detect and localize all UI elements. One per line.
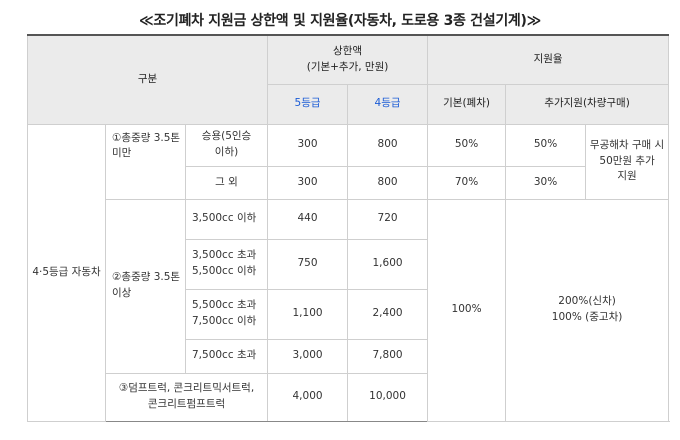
extra-rate-value: 30% — [505, 165, 587, 200]
table-row: ②총중량 3.5톤 이상 3,500cc 이하 440 720 100% 200… — [28, 198, 670, 422]
table-row: 그 외 300 800 70% 30% — [28, 165, 669, 200]
row-label: 3,500cc 이하 — [184, 198, 269, 240]
header-row-1: 구분 상한액 (기본+추가, 만원) 지원율 — [26, 34, 670, 125]
extra-rate-value: 50% — [505, 123, 587, 167]
special-vehicle-label: ③덤프트럭, 콘크리트믹서트럭, 콘크리트펌프트럭 — [104, 372, 269, 422]
grade4-header: 4등급 — [347, 83, 429, 125]
table-row: 4·5등급 자동차 ①총중량 3.5톤 미만 승용(5인승 이하) 300 80… — [27, 123, 670, 422]
rate-header: 지원율 — [427, 34, 670, 85]
base-rate-value: 100% — [427, 198, 507, 422]
grade5-header: 5등급 — [267, 83, 349, 125]
row-label: 5,500cc 초과 7,500cc 이하 — [184, 288, 269, 340]
row-label: 7,500cc 초과 — [184, 338, 269, 374]
page-title: ≪조기폐차 지원금 상한액 및 지원율(자동차, 도로용 3종 건설기계)≫ — [139, 13, 541, 29]
grade4-value: 800 — [347, 123, 429, 167]
row-label: 3,500cc 초과 5,500cc 이하 — [184, 238, 269, 290]
base-rate-value: 70% — [427, 165, 507, 200]
grade4-value: 800 — [347, 165, 429, 200]
grade5-value: 750 — [267, 238, 349, 290]
extra-rate-header: 추가지원(차량구매) — [505, 83, 670, 125]
header-row-2: 5등급 4등급 기본(폐차) 추가지원(차량구매) — [28, 83, 670, 125]
over-3.5t-label: ②총중량 3.5톤 이상 — [105, 198, 186, 374]
base-rate-header: 기본(폐차) — [427, 83, 507, 125]
grade5-value: 300 — [267, 123, 349, 167]
row-label: 그 외 — [184, 165, 269, 200]
grade5-value: 3,000 — [267, 338, 349, 374]
grade5-value: 4,000 — [267, 372, 349, 422]
base-rate-value: 50% — [427, 123, 507, 167]
table-row: 7,500cc 초과 3,000 7,800 — [28, 338, 669, 374]
grade4-value: 720 — [347, 198, 429, 240]
group-label: 4·5등급 자동차 — [27, 123, 106, 422]
table-row: ③덤프트럭, 콘크리트믹서트럭, 콘크리트펌프트럭 4,000 10,000 — [28, 372, 669, 422]
grade4-value: 10,000 — [347, 372, 429, 422]
grade4-value: 7,800 — [347, 338, 429, 374]
table-row: 5,500cc 초과 7,500cc 이하 1,100 2,400 — [28, 288, 669, 340]
subsidy-table: 구분 상한액 (기본+추가, 만원) 지원율 5등급 4등급 기본(폐차) 추가… — [26, 34, 670, 422]
extra-rate-value: 200%(신차) 100% (중고차) — [505, 198, 670, 422]
zero-emission-note: 무공해차 구매 시 50만원 추가 지원 — [585, 123, 670, 200]
row-label: 승용(5인승 이하) — [184, 123, 269, 167]
grade5-value: 1,100 — [267, 288, 349, 340]
grade4-value: 1,600 — [347, 238, 429, 290]
grade5-value: 300 — [267, 165, 349, 200]
under-3.5t-label: ①총중량 3.5톤 미만 — [105, 123, 186, 200]
grade5-value: 440 — [267, 198, 349, 240]
limit-header: 상한액 (기본+추가, 만원) — [267, 34, 429, 85]
grade4-value: 2,400 — [347, 288, 429, 340]
category-header: 구분 — [26, 34, 269, 125]
